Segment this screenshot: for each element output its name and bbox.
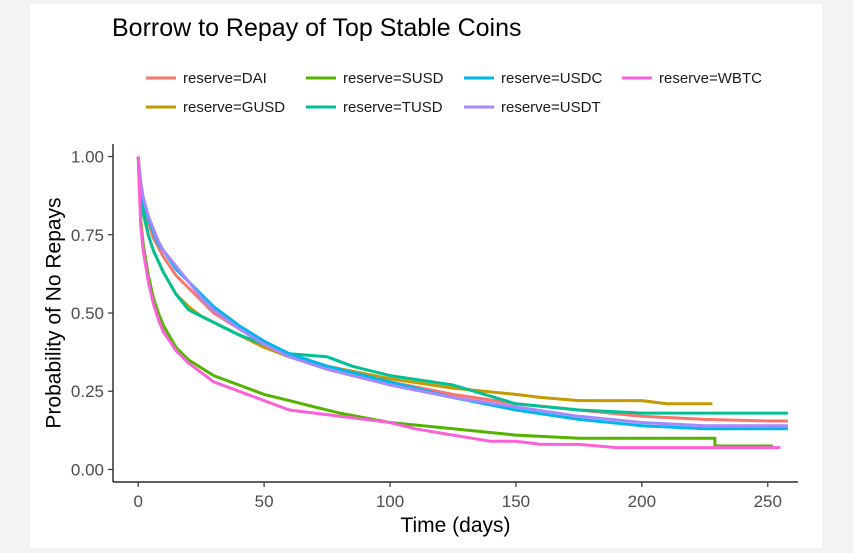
survival-chart: Borrow to Repay of Top Stable Coins rese…: [42, 14, 798, 537]
x-tick-label: 100: [376, 492, 404, 511]
legend-label-reserve-tusd: reserve=TUSD: [343, 99, 443, 116]
legend-label-reserve-dai: reserve=DAI: [183, 70, 267, 87]
legend: reserve=DAI reserve=GUSD reserve=SUSD reser…: [146, 70, 762, 116]
legend-label-reserve-gusd: reserve=GUSD: [183, 99, 285, 116]
x-tick-label: 200: [628, 492, 656, 511]
legend-label-reserve-usdt: reserve=USDT: [501, 99, 601, 116]
series-line-reserve-usdt: [136, 156, 788, 428]
legend-label-reserve-usdc: reserve=USDC: [501, 70, 602, 87]
x-tick-label: 0: [133, 492, 142, 511]
y-tick-label: 0.25: [71, 382, 104, 401]
chart-canvas: Borrow to Repay of Top Stable Coins rese…: [30, 4, 822, 548]
x-tick-label: 150: [502, 492, 530, 511]
y-tick-label: 0.00: [71, 460, 104, 479]
x-tick-label: 50: [255, 492, 274, 511]
series-line-reserve-wbtc: [136, 156, 781, 450]
legend-label-reserve-wbtc: reserve=WBTC: [659, 70, 762, 87]
x-axis-title: Time (days): [400, 514, 510, 537]
series-line-reserve-dai: [136, 156, 788, 423]
chart-title: Borrow to Repay of Top Stable Coins: [112, 14, 522, 42]
y-tick-label: 0.50: [71, 304, 104, 323]
series-line-reserve-tusd: [136, 156, 788, 415]
y-axis-title: Probability of No Repays: [42, 197, 65, 428]
y-tick-label: 0.75: [71, 226, 104, 245]
x-tick-label: 250: [754, 492, 782, 511]
series-line-reserve-gusd: [136, 156, 713, 406]
y-tick-label: 1.00: [71, 148, 104, 167]
plot-area: [136, 156, 788, 450]
tick-group: 0.00 0.25 0.50 0.75 1.00 0 50 100 150 200 250: [71, 148, 782, 511]
legend-label-reserve-susd: reserve=SUSD: [343, 70, 444, 87]
